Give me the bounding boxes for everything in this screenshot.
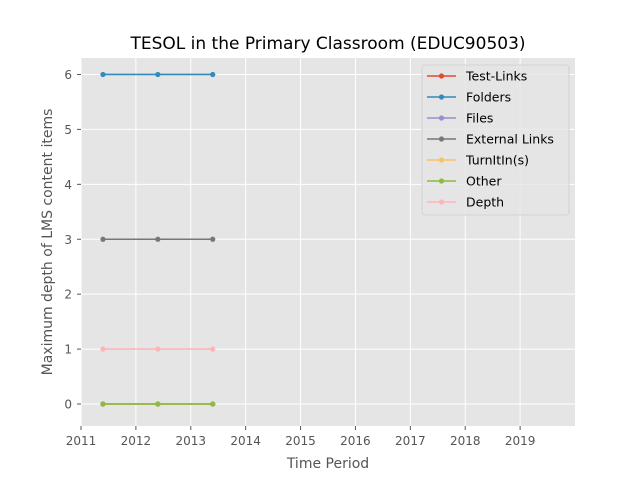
x-tick-label: 2014: [230, 434, 261, 448]
x-tick-label: 2016: [340, 434, 371, 448]
legend-item: Test-Links: [427, 69, 527, 84]
series-group: [100, 71, 216, 407]
legend-marker: [438, 199, 445, 205]
legend-label: Other: [466, 174, 502, 189]
y-tick-label: 3: [64, 233, 72, 247]
y-tick-label: 0: [64, 398, 72, 412]
legend-label: Folders: [466, 90, 511, 105]
series-external-links: [100, 236, 216, 242]
data-point: [210, 401, 216, 407]
x-tick-label: 2015: [285, 434, 316, 448]
legend-label: Files: [466, 111, 493, 126]
data-point: [155, 346, 161, 352]
legend-label: TurnItIn(s): [465, 153, 529, 168]
chart-title: TESOL in the Primary Classroom (EDUC9050…: [129, 34, 525, 54]
series-other: [100, 401, 216, 407]
legend: Test-Links Folders Files External Links Turn…: [421, 64, 570, 216]
legend-marker: [438, 136, 445, 142]
x-tick-label: 2018: [450, 434, 481, 448]
legend-label: Depth: [466, 195, 504, 210]
legend-marker: [438, 73, 445, 79]
x-axis-label: Time Period: [286, 456, 369, 472]
data-point: [210, 71, 216, 78]
y-tick-label: 4: [64, 178, 72, 192]
series-folders: [100, 71, 216, 78]
x-tick-label: 2017: [395, 434, 426, 448]
data-point: [100, 401, 106, 407]
y-axis-ticks: 0 1 2 3 4 5 6: [64, 68, 81, 412]
x-tick-label: 2012: [121, 434, 152, 448]
legend-item: Files: [427, 111, 493, 126]
legend-marker: [438, 157, 445, 163]
data-point: [155, 236, 161, 242]
y-tick-label: 6: [64, 68, 72, 82]
x-axis-ticks: 2011 2012 2013 2014 2015 2016 2017 2018 2019: [66, 426, 536, 448]
legend-label: External Links: [466, 132, 554, 147]
y-tick-label: 5: [64, 123, 72, 137]
data-point: [100, 346, 106, 352]
legend-item: Other: [427, 174, 502, 189]
legend-box: [421, 64, 570, 216]
x-tick-label: 2013: [176, 434, 207, 448]
x-tick-label: 2019: [505, 434, 536, 448]
legend-marker: [438, 94, 445, 100]
data-point: [100, 71, 106, 78]
legend-item: TurnItIn(s): [427, 153, 529, 168]
data-point: [155, 71, 161, 78]
y-tick-label: 2: [64, 288, 72, 302]
legend-item: Depth: [427, 195, 504, 210]
legend-marker: [438, 115, 445, 121]
data-point: [155, 401, 161, 407]
data-point: [210, 236, 216, 242]
y-axis-label: Maximum depth of LMS content items: [40, 109, 56, 376]
legend-item: Folders: [427, 90, 511, 105]
legend-label: Test-Links: [465, 69, 527, 84]
x-tick-label: 2011: [66, 434, 97, 448]
data-point: [210, 346, 216, 352]
y-tick-label: 1: [64, 343, 72, 357]
legend-marker: [438, 178, 445, 184]
legend-item: External Links: [427, 132, 554, 147]
series-depth: [100, 346, 216, 352]
data-point: [100, 236, 106, 242]
